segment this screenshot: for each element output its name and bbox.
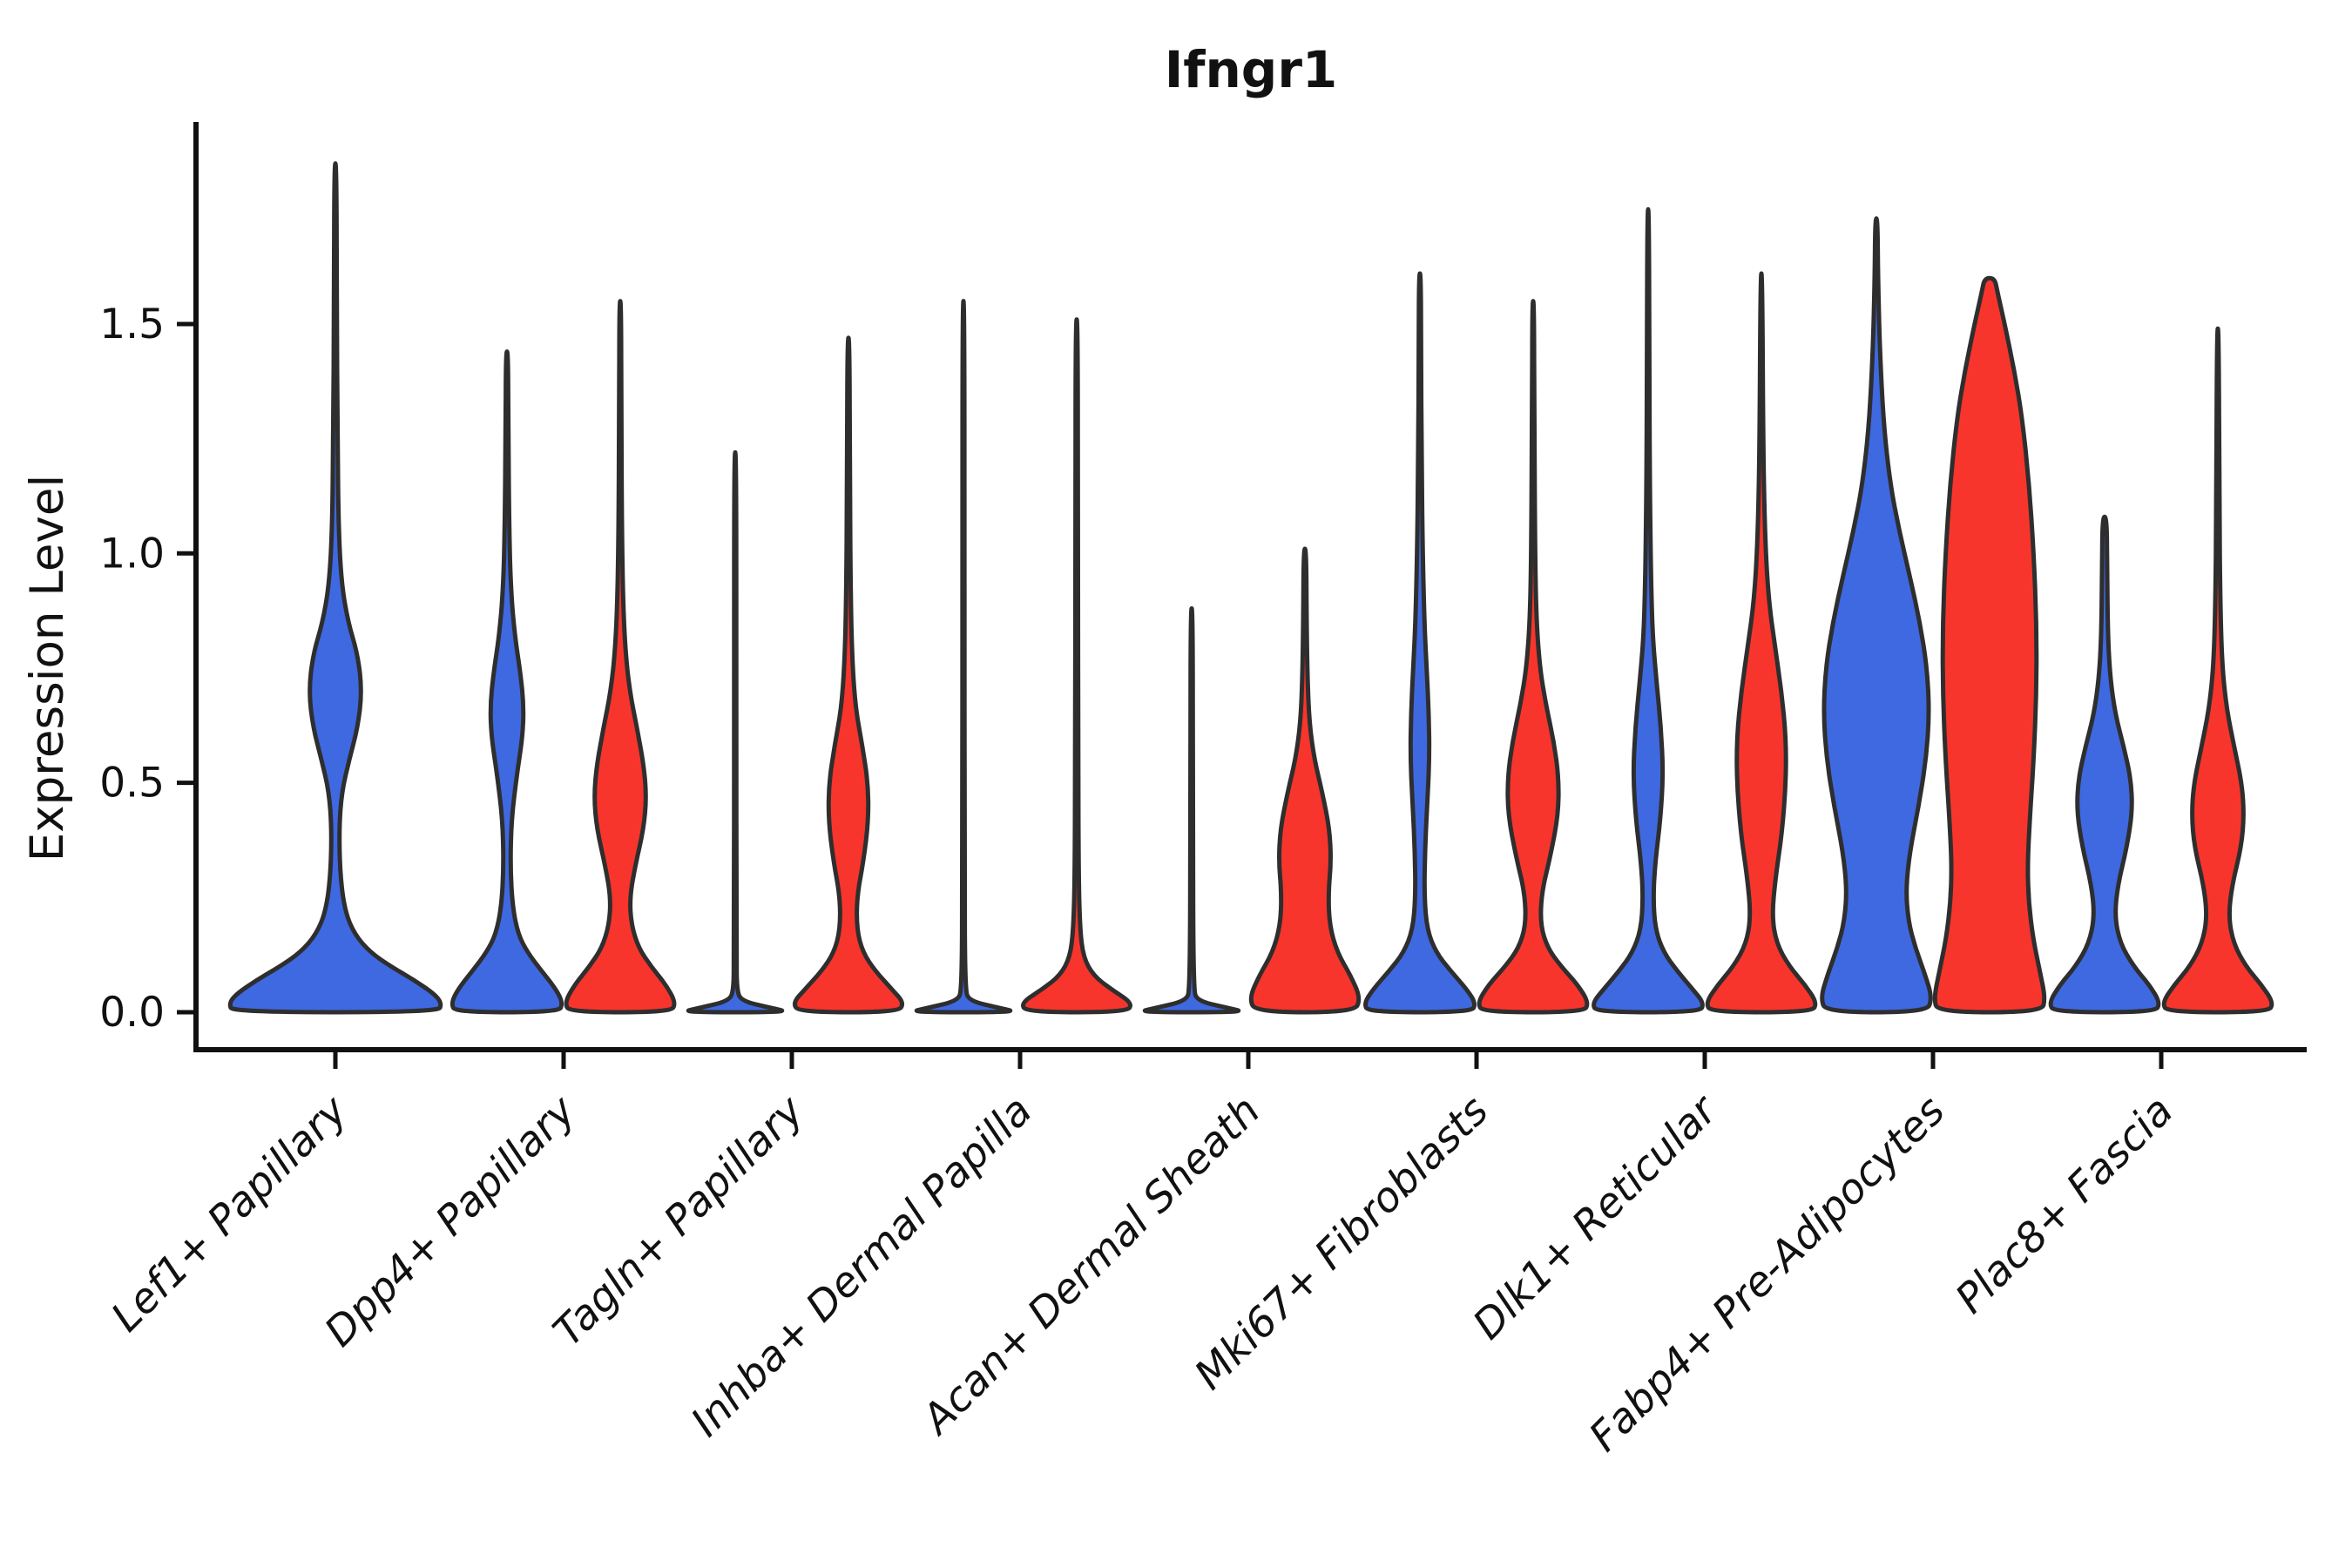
y-tick-label: 1.0 [99, 530, 165, 578]
violin-blue-9 [2048, 514, 2161, 1015]
y-tick-label: 0.0 [99, 989, 165, 1037]
violin-red-3 [792, 335, 905, 1015]
violin-blue-3 [686, 449, 785, 1015]
violin-red-7 [1705, 271, 1818, 1015]
violin-blue-7 [1592, 206, 1705, 1015]
violin-red-4 [1021, 317, 1132, 1015]
violin-blue-5 [1142, 606, 1241, 1015]
violin-red-9 [2161, 326, 2274, 1015]
y-axis-label: Expression Level [21, 475, 74, 862]
violin-blue-8 [1820, 216, 1933, 1015]
x-category-label: Tagln+ Papillary [544, 1086, 814, 1356]
y-tick-label: 0.5 [99, 760, 165, 808]
violin-red-5 [1248, 546, 1362, 1015]
violin-red-6 [1477, 299, 1590, 1015]
violin-blue-6 [1363, 271, 1477, 1015]
violin-blue-2 [449, 349, 564, 1015]
x-category-label: Plac8+ Fascia [1946, 1087, 2182, 1323]
y-tick-label: 1.5 [99, 301, 165, 348]
chart-title: Ifngr1 [1165, 40, 1338, 99]
x-category-label: Dlk1+ Reticular [1464, 1085, 1728, 1349]
violin-layer [227, 161, 2274, 1015]
violin-blue-4 [914, 299, 1013, 1015]
x-category-label: Dpp4+ Papillary [315, 1086, 585, 1356]
violin-blue-1 [227, 161, 443, 1015]
violin-red-2 [564, 299, 677, 1015]
x-category-label: Lef1+ Papillary [102, 1086, 357, 1342]
violin-red-8 [1932, 275, 2047, 1015]
